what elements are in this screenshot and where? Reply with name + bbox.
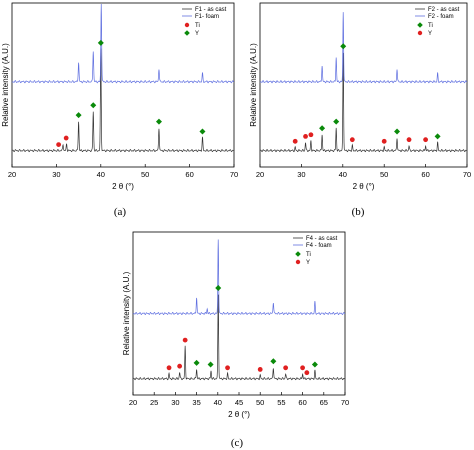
legend-marker-ti [417, 22, 423, 28]
panel-caption: (b) [352, 206, 365, 218]
peak-marker-y [308, 132, 314, 138]
x-tick-label: 30 [171, 398, 179, 407]
x-tick-label: 70 [230, 170, 238, 179]
x-tick-label: 70 [341, 398, 349, 407]
peak-marker-y [423, 137, 428, 143]
series-line-foam [259, 12, 468, 84]
peak-marker-ti [311, 361, 318, 368]
x-tick-label: 40 [97, 170, 105, 179]
peak-marker-y [292, 138, 298, 144]
x-tick-label: 50 [141, 170, 149, 179]
x-tick-label: 65 [320, 398, 328, 407]
panel-caption: (c) [231, 437, 244, 449]
panel-c: 20 25 30 35 40 45 50 55 60 65 70 2 θ (°) Relative in… [122, 231, 349, 449]
x-tick-label: 20 [129, 398, 137, 407]
peak-marker-ti [319, 125, 326, 132]
x-tick-label: 25 [150, 398, 158, 407]
legend-label: F4 - foam [306, 243, 332, 249]
plot-frame [259, 2, 468, 168]
y-axis-label: Relative intensity (A.U.) [122, 271, 131, 355]
peak-marker-ti [434, 133, 441, 140]
series-line-foam [132, 239, 346, 316]
x-tick-label: 20 [8, 170, 16, 179]
peak-marker-ti [333, 118, 340, 125]
peak-marker-ti [394, 128, 401, 135]
legend-label: F1- foam [195, 14, 219, 20]
plot-frame [11, 2, 235, 168]
legend-label: Ti [306, 252, 311, 258]
peak-marker-ti [63, 135, 69, 141]
peak-marker-y [283, 365, 289, 371]
peak-marker-y [75, 112, 82, 119]
peak-marker-y [303, 134, 308, 139]
x-axis-label: 2 θ (°) [353, 182, 375, 191]
peak-marker-ti [270, 358, 277, 365]
peak-marker-y [300, 365, 305, 371]
x-tick-label: 60 [298, 398, 306, 407]
legend-label: Y [428, 31, 432, 37]
panel-b: 20 30 40 50 60 70 2 θ (°) Relative intensity (A… [249, 2, 471, 218]
panel-a: 20 30 40 50 60 70 2 θ (°) Relative intensity (A… [1, 2, 238, 218]
legend-label: F2 - as cast [428, 7, 460, 13]
peak-marker-y [304, 370, 310, 376]
legend-marker-ti [184, 22, 190, 28]
x-axis-label: 2 θ (°) [228, 410, 250, 419]
peak-marker-y [182, 337, 188, 343]
x-tick-label: 50 [256, 398, 264, 407]
y-axis-label: Relative intensity (A.U.) [249, 43, 258, 127]
legend-marker-y [184, 30, 190, 36]
y-axis-label: Relative intensity (A.U.) [1, 43, 10, 127]
x-tick-label: 60 [421, 170, 429, 179]
x-tick-label: 35 [192, 398, 200, 407]
x-tick-label: 55 [277, 398, 285, 407]
legend-label: Y [195, 31, 199, 37]
legend-label: F4 - as cast [306, 236, 338, 242]
x-tick-label: 40 [339, 170, 347, 179]
legend-marker-ti [295, 251, 301, 257]
legend-label: Ti [428, 23, 433, 29]
x-tick-label: 30 [52, 170, 60, 179]
panel-caption: (a) [114, 206, 127, 218]
peak-marker-y [97, 39, 104, 46]
series-line-as-cast [259, 52, 468, 153]
legend-label: F2 - foam [428, 14, 454, 20]
x-tick-label: 40 [214, 398, 222, 407]
x-axis-label: 2 θ (°) [112, 182, 134, 191]
x-tick-label: 20 [256, 170, 264, 179]
peak-marker-y [90, 102, 97, 109]
peak-marker-y [349, 137, 355, 143]
peak-marker-y [225, 365, 230, 371]
peak-marker-y [381, 138, 387, 144]
series-line-foam [11, 3, 235, 84]
peak-marker-ti [207, 361, 214, 368]
x-tick-label: 60 [185, 170, 193, 179]
peak-marker-y [199, 128, 206, 135]
legend-marker-y [295, 259, 301, 265]
x-tick-label: 45 [235, 398, 243, 407]
x-tick-label: 70 [463, 170, 471, 179]
legend-marker-y [417, 30, 423, 36]
peak-marker-y [177, 363, 183, 369]
peak-marker-ti [340, 43, 347, 50]
x-tick-label: 30 [297, 170, 305, 179]
legend-label: F1 - as cast [195, 7, 227, 13]
series-line-as-cast [132, 294, 346, 381]
x-tick-label: 50 [380, 170, 388, 179]
peak-marker-y [166, 365, 172, 371]
legend-label: Y [306, 260, 310, 266]
peak-marker-ti [215, 284, 222, 291]
peak-marker-ti [56, 142, 62, 148]
peak-marker-y [257, 367, 263, 372]
peak-marker-ti [193, 359, 200, 366]
legend-label: Ti [195, 23, 200, 29]
peak-marker-y [406, 137, 412, 143]
peak-marker-y [155, 118, 162, 125]
series-line-as-cast [11, 48, 235, 153]
